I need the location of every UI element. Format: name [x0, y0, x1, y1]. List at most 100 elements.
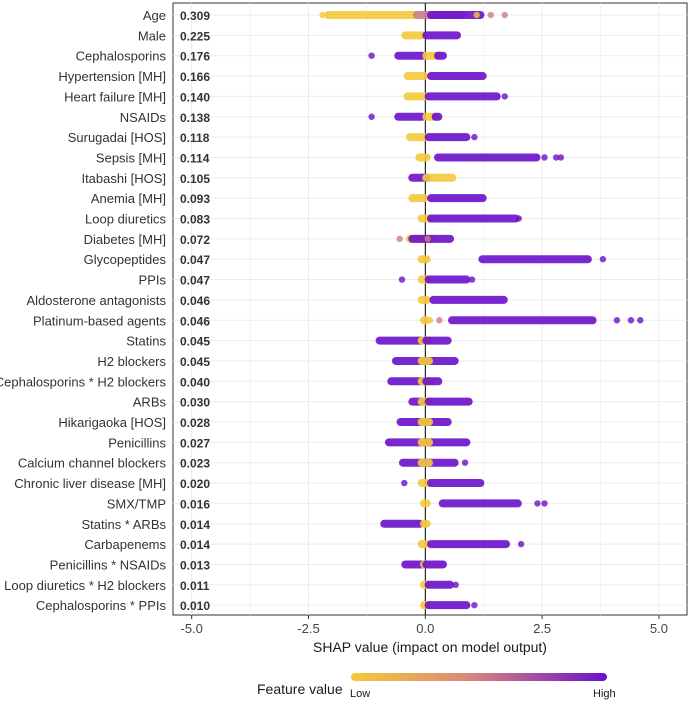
beeswarm-band	[387, 377, 426, 386]
feature-label: Sepsis [MH]	[96, 150, 166, 165]
feature-row-marks	[401, 31, 462, 40]
importance-value: 0.020	[180, 477, 210, 491]
x-tick-label: 5.0	[650, 621, 668, 636]
beeswarm-band	[419, 519, 431, 528]
feature-row-marks	[419, 499, 548, 508]
feature-label: Hikarigaoka [HOS]	[58, 415, 166, 430]
importance-value: 0.309	[180, 9, 210, 23]
beeswarm-band	[422, 336, 452, 345]
beeswarm-band	[427, 540, 511, 549]
importance-value: 0.225	[180, 29, 210, 43]
data-point	[599, 256, 607, 263]
feature-row-marks	[408, 194, 487, 203]
data-point	[424, 235, 431, 243]
feature-row-marks	[391, 356, 459, 365]
feature-row-marks	[398, 275, 476, 284]
feature-label: Glycopeptides	[84, 252, 167, 267]
beeswarm-band	[424, 133, 471, 142]
color-legend: Feature value Low High	[257, 673, 616, 700]
data-point	[501, 11, 508, 19]
feature-row-marks	[405, 133, 478, 142]
beeswarm-band	[431, 112, 443, 121]
importance-value: 0.016	[180, 497, 210, 511]
plot-panel	[172, 2, 688, 616]
importance-value: 0.027	[180, 436, 210, 450]
data-point	[452, 581, 459, 588]
x-tick-label: -5.0	[180, 621, 202, 636]
importance-value: 0.047	[180, 274, 210, 288]
feature-row-marks	[368, 112, 443, 121]
legend-title: Feature value	[257, 681, 343, 697]
feature-label: Heart failure [MH]	[64, 89, 166, 104]
importance-value: 0.045	[180, 355, 210, 369]
feature-label: Loop diuretics	[85, 212, 166, 227]
beeswarm-band	[424, 601, 471, 610]
feature-row-marks	[319, 11, 508, 19]
feature-row-marks	[375, 336, 452, 345]
feature-label: PPIs	[139, 273, 167, 288]
feature-label: Cephalosporins	[76, 49, 167, 64]
data-point	[398, 276, 406, 283]
importance-value: 0.046	[180, 314, 210, 328]
data-point	[515, 215, 522, 222]
importance-value: 0.072	[180, 233, 210, 247]
feature-row-marks	[403, 92, 508, 101]
beeswarm-band	[427, 72, 487, 81]
beeswarm-band	[417, 356, 433, 365]
feature-label: Loop diuretics * H2 blockers	[4, 578, 166, 593]
x-tick-label: 2.5	[533, 621, 551, 636]
beeswarm-band	[415, 153, 431, 162]
beeswarm-band	[424, 580, 455, 589]
feature-row-marks	[396, 418, 452, 426]
data-point	[473, 11, 480, 19]
data-point	[368, 52, 375, 59]
beeswarm-band	[424, 92, 501, 101]
feature-row-marks	[419, 316, 644, 325]
beeswarm-band	[408, 234, 455, 243]
feature-row-marks	[419, 580, 459, 589]
beeswarm-band	[417, 458, 433, 467]
importance-value: 0.114	[180, 151, 210, 165]
feature-row-marks	[417, 214, 522, 223]
feature-row-marks	[408, 397, 473, 406]
beeswarm-band	[394, 51, 426, 60]
feature-label: Platinum-based agents	[33, 313, 166, 328]
beeswarm-band	[434, 153, 541, 162]
beeswarm-band	[403, 92, 429, 101]
feature-labels: Age 0.309 Male 0.225 Cephalosporins 0.176 Hype…	[0, 8, 210, 613]
importance-value: 0.010	[180, 599, 210, 613]
beeswarm-band	[427, 11, 485, 19]
data-point	[627, 317, 635, 324]
data-point	[471, 133, 478, 141]
legend-gradient-bar	[351, 673, 607, 681]
beeswarm-band	[427, 479, 485, 488]
beeswarm-band	[324, 11, 419, 19]
feature-row-marks	[408, 173, 457, 182]
feature-row-marks	[396, 234, 455, 243]
feature-row-marks	[368, 51, 448, 60]
data-point	[541, 154, 548, 161]
beeswarm-band	[405, 133, 429, 142]
data-point	[557, 154, 565, 161]
feature-label: Hypertension [MH]	[58, 69, 166, 84]
x-axis: -5.0 -2.5 0.0 2.5 5.0	[180, 615, 668, 636]
importance-value: 0.011	[180, 579, 210, 593]
beeswarm-band	[478, 255, 592, 264]
data-marks	[319, 11, 644, 610]
beeswarm-band	[422, 31, 462, 40]
feature-label: H2 blockers	[97, 354, 166, 369]
importance-value: 0.105	[180, 172, 210, 186]
feature-label: NSAIDs	[120, 110, 167, 125]
importance-value: 0.140	[180, 90, 210, 104]
feature-row-marks	[403, 72, 487, 81]
feature-label: Aldosterone antagonists	[27, 293, 167, 308]
feature-row-marks	[387, 377, 443, 386]
beeswarm-band	[408, 194, 429, 203]
data-point	[461, 459, 469, 466]
feature-row-marks	[417, 255, 607, 264]
beeswarm-band	[429, 295, 508, 304]
data-point	[368, 113, 375, 120]
importance-value: 0.046	[180, 294, 210, 308]
feature-label: Cephalosporins * PPIs	[36, 598, 167, 613]
